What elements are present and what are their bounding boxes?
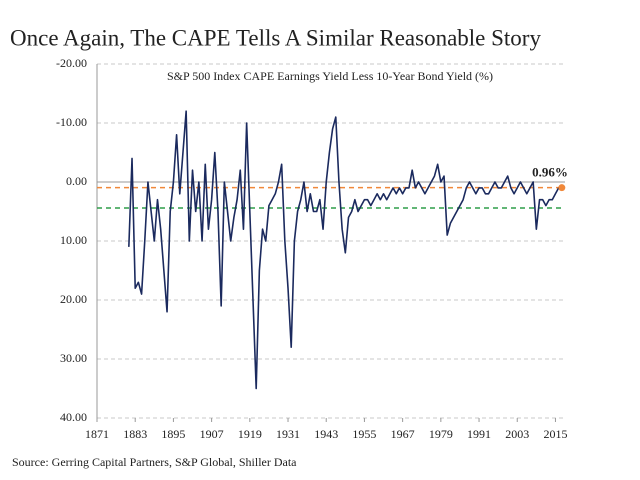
y-tick-label: 20.00 <box>60 292 87 306</box>
annotation-label: 0.96% <box>532 165 568 180</box>
source-note: Source: Gerring Capital Partners, S&P Gl… <box>12 455 297 469</box>
x-tick-label: 2015 <box>543 427 567 441</box>
chart-title: Once Again, The CAPE Tells A Similar Rea… <box>10 25 541 50</box>
y-tick-label: -10.00 <box>56 115 87 129</box>
x-tick-label: 1979 <box>429 427 453 441</box>
y-tick-label: 0.00 <box>66 174 87 188</box>
y-tick-label: 40.00 <box>60 410 87 424</box>
x-tick-label: 1883 <box>123 427 147 441</box>
x-tick-label: 1991 <box>467 427 491 441</box>
y-tick-label: 10.00 <box>60 233 87 247</box>
annotation-marker <box>558 184 566 192</box>
x-tick-label: 1955 <box>352 427 376 441</box>
x-tick-label: 1871 <box>85 427 109 441</box>
x-tick-label: 1919 <box>238 427 262 441</box>
x-tick-label: 1895 <box>161 427 185 441</box>
x-tick-label: 2003 <box>505 427 529 441</box>
y-tick-label: -20.00 <box>56 56 87 70</box>
data-line <box>128 110 562 390</box>
y-tick-label: 30.00 <box>60 351 87 365</box>
x-tick-label: 1967 <box>391 427 415 441</box>
x-tick-label: 1907 <box>200 427 224 441</box>
chart-subtitle: S&P 500 Index CAPE Earnings Yield Less 1… <box>167 69 493 83</box>
x-tick-label: 1943 <box>314 427 338 441</box>
x-tick-label: 1931 <box>276 427 300 441</box>
